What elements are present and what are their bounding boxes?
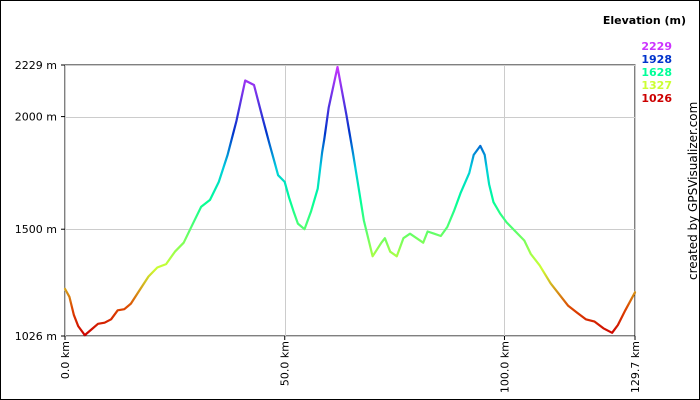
y-tick-label: 1500 m <box>15 223 57 236</box>
x-tick-label: 129.7 km <box>629 341 642 393</box>
legend-entry: 2229 <box>641 40 672 53</box>
x-tick-label: 100.0 km <box>498 341 511 393</box>
x-tick-label: 50.0 km <box>279 341 292 386</box>
x-tick-label: 0.0 km <box>59 341 72 379</box>
elevation-line <box>63 65 637 337</box>
y-axis-ticks: 2229 m 2000 m 1500 m 1026 m <box>15 59 65 343</box>
legend-entry: 1026 <box>641 92 672 105</box>
y-tick-label: 1026 m <box>15 330 57 343</box>
legend-title: Elevation (m) <box>603 14 686 27</box>
credit-text: created by GPSVisualizer.com <box>686 102 700 280</box>
legend-entry: 1628 <box>641 66 672 79</box>
y-tick-label: 2000 m <box>15 111 57 124</box>
legend-entry: 1327 <box>641 79 672 92</box>
x-axis-ticks: 0.0 km 50.0 km 100.0 km 129.7 km <box>59 336 642 393</box>
grid <box>65 65 636 337</box>
legend-entry: 1928 <box>641 53 672 66</box>
plot-area <box>64 64 636 337</box>
y-tick-label: 2229 m <box>15 59 57 72</box>
